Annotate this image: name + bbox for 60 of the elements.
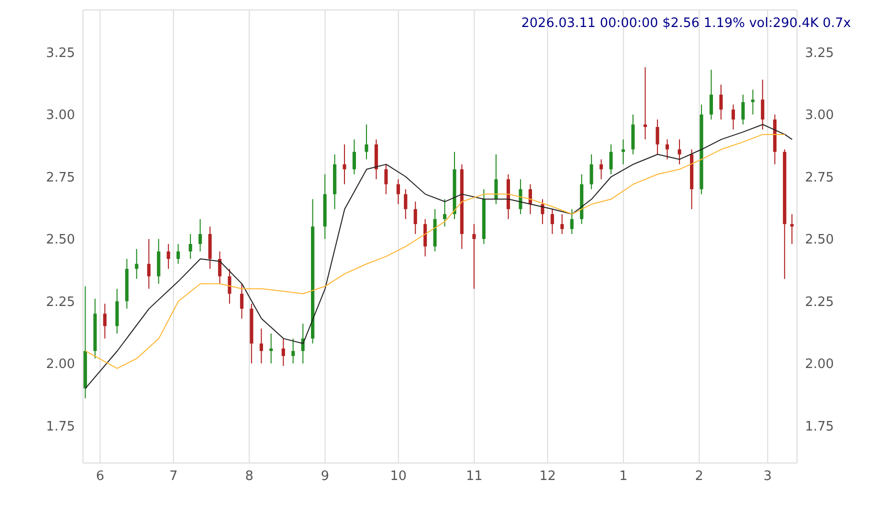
y2-tick-label: 2.25	[805, 294, 834, 310]
candlestick	[644, 66, 647, 140]
candlestick	[218, 250, 222, 284]
candlestick	[396, 178, 400, 205]
candlestick	[176, 243, 180, 264]
y-tick-label: 3.25	[46, 46, 75, 61]
candlestick	[166, 243, 170, 270]
candlestick	[560, 214, 564, 235]
x-tick-label: 3	[764, 469, 772, 484]
candlestick	[352, 138, 356, 175]
y2-tick-label: 2.50	[805, 232, 834, 248]
candlestick	[472, 224, 476, 290]
y-tick-label: 2.25	[46, 294, 75, 310]
candlestick	[528, 184, 532, 215]
y-tick-label: 2.00	[46, 357, 75, 372]
candlestick	[443, 198, 446, 228]
candlestick	[198, 218, 202, 252]
candlestick	[760, 79, 764, 130]
candlestick	[103, 303, 107, 340]
candlestick	[790, 214, 794, 244]
candlestick	[550, 208, 554, 235]
text: 2026.03.11 00:00:00 $2.56 1.19% vol:290.4K 0.7x	[521, 16, 851, 31]
x-tick-label: 9	[320, 469, 330, 484]
candlestick	[147, 238, 151, 290]
candlestick	[590, 154, 594, 190]
x-tick-label: 10	[390, 469, 407, 484]
x-tick-label: 2	[695, 469, 704, 484]
candlestick	[269, 333, 273, 364]
y2-tick-label: 3.00	[805, 108, 834, 124]
y2-tick-label: 3.25	[805, 46, 834, 61]
candlestick	[260, 328, 264, 364]
candlestick	[600, 158, 603, 180]
candlestick	[751, 89, 755, 116]
candlestick	[240, 283, 244, 320]
candlestick	[414, 201, 418, 235]
x-tick-label: 6	[96, 469, 104, 484]
candlestick	[494, 154, 498, 205]
y-tick-label: 2.50	[46, 232, 75, 248]
candlestick	[732, 104, 735, 130]
candlestick	[710, 69, 713, 120]
candlestick	[282, 338, 286, 366]
candlestick	[188, 234, 192, 260]
y2-tick-label: 2.00	[805, 357, 834, 372]
candlestick	[423, 218, 427, 257]
x-tick-label: 1	[619, 469, 628, 484]
candlestick	[622, 138, 625, 165]
candlestick	[666, 138, 669, 160]
x-tick-label: 8	[245, 469, 254, 484]
y-tick-label: 3.00	[46, 108, 75, 124]
x-tick-label: 7	[169, 469, 178, 484]
y2-tick-label: 1.75	[805, 419, 834, 434]
x-tick-label: 11	[466, 469, 483, 484]
x-tick-label: 12	[539, 469, 556, 484]
y-tick-label: 2.75	[46, 170, 75, 186]
candlestick	[570, 208, 574, 235]
candlestick	[134, 248, 138, 280]
y-tick-label: 1.75	[46, 419, 75, 434]
candlestick	[291, 338, 295, 364]
y2-tick-label: 2.75	[805, 170, 834, 186]
candlestick	[404, 188, 408, 220]
